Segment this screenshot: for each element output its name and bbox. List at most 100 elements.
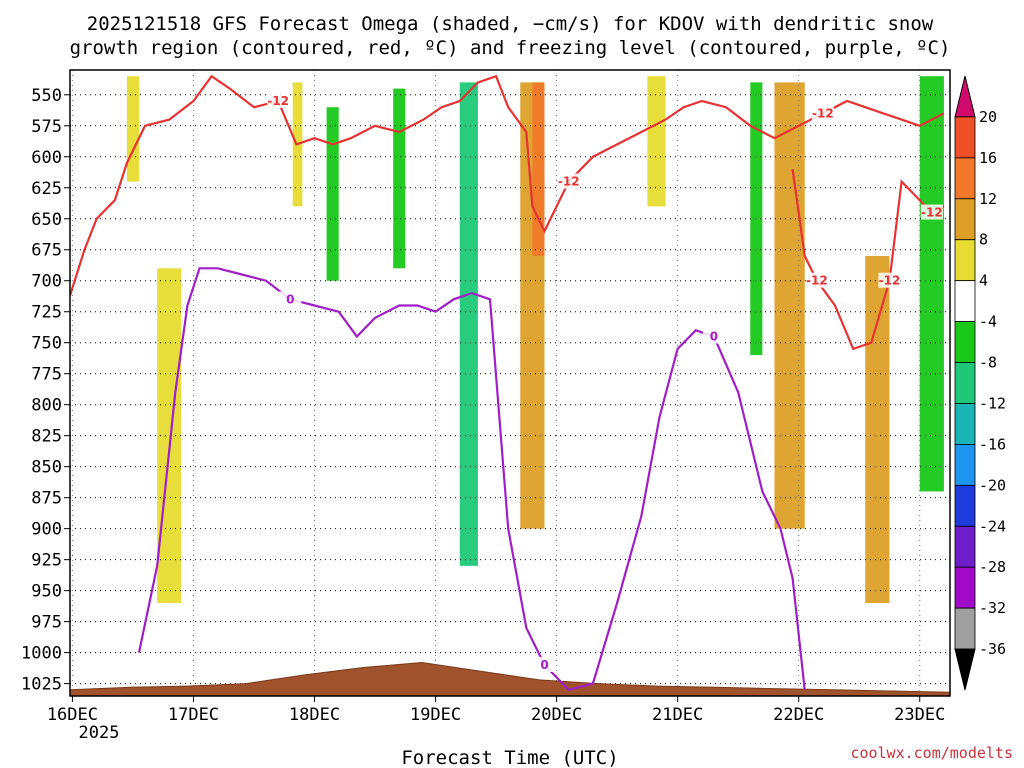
omega-shade-region xyxy=(865,255,890,604)
omega-shade-region xyxy=(532,82,545,256)
colorbar-tick-label: -8 xyxy=(979,354,997,372)
colorbar-segment xyxy=(954,607,976,650)
y-tick-label: 750 xyxy=(31,334,62,354)
colorbar-arrow-bottom xyxy=(954,648,976,691)
contour-label: 0 xyxy=(286,292,294,306)
contour-label-bg xyxy=(811,105,834,121)
contour-label: 0 xyxy=(710,330,718,344)
contour-label-bg xyxy=(805,272,828,288)
contour-label-bg xyxy=(878,272,901,288)
contour-line xyxy=(70,74,945,296)
y-tick-label: 850 xyxy=(31,458,62,478)
colorbar-tick-label: -16 xyxy=(979,435,1006,453)
y-tick-label: 675 xyxy=(31,241,62,261)
y-tick-label: 1025 xyxy=(21,675,62,695)
contour-label: -12 xyxy=(921,206,943,220)
omega-shade-region xyxy=(157,268,182,604)
x-tick-label: 23DEC xyxy=(894,705,945,725)
omega-shade-region xyxy=(774,82,805,529)
colorbar-segment xyxy=(954,116,976,159)
colorbar-segment xyxy=(954,362,976,404)
omega-shade-region xyxy=(459,82,478,566)
colorbar-segment xyxy=(954,239,976,282)
grid-lines xyxy=(70,70,950,696)
y-tick-label: 800 xyxy=(31,396,62,416)
contour-label-bg xyxy=(533,657,556,673)
x-axis-label: Forecast Time (UTC) xyxy=(401,747,618,768)
colorbar-segment xyxy=(954,280,976,322)
y-tick-label: 825 xyxy=(31,427,62,447)
y-tick-label: 950 xyxy=(31,582,62,602)
contour-label-bg xyxy=(702,328,725,344)
x-tick-label: 19DEC xyxy=(410,705,461,725)
colorbar-tick-label: -4 xyxy=(979,313,997,331)
omega-shade-region xyxy=(126,76,139,182)
plot-frame xyxy=(69,69,951,697)
omega-shading xyxy=(126,76,944,604)
x-tick-label: 18DEC xyxy=(289,705,340,725)
omega-shade-region xyxy=(750,82,763,356)
y-tick-label: 725 xyxy=(31,303,62,323)
x-tick-label: 17DEC xyxy=(168,705,219,725)
y-tick-label: 875 xyxy=(31,489,62,509)
omega-shade-region xyxy=(326,107,339,281)
contour-label-bg xyxy=(267,92,290,108)
colorbar-tick-label: -32 xyxy=(979,599,1006,617)
colorbar-arrow-top xyxy=(954,75,976,118)
y-tick-label: 700 xyxy=(31,272,62,292)
y-tick-label: 975 xyxy=(31,613,62,633)
colorbar-segment xyxy=(954,566,976,609)
contour-label: -12 xyxy=(558,175,580,189)
y-tick-label: 550 xyxy=(31,86,62,106)
colorbar-segment xyxy=(954,525,976,568)
contour-label: 0 xyxy=(540,658,548,672)
y-axis-ticks: 550 575 600 625 650 675 700 725 750 775 800 825 850 8… xyxy=(21,86,70,695)
terrain-fill xyxy=(70,661,950,696)
contour-label: -12 xyxy=(267,94,289,108)
x-tick-label: 20DEC xyxy=(531,705,582,725)
colorbar-tick-label: 4 xyxy=(979,272,988,290)
colorbar-tick-label: 8 xyxy=(979,231,988,249)
contour-label: -12 xyxy=(806,274,828,288)
terrain-surface xyxy=(70,661,950,696)
colorbar-segment xyxy=(954,198,976,241)
y-tick-label: 1000 xyxy=(21,644,62,664)
chart-title-line1: 2025121518 GFS Forecast Omega (shaded, −… xyxy=(87,13,934,35)
colorbar-tick-label: -12 xyxy=(979,394,1006,412)
x-tick-label: 16DEC xyxy=(47,705,98,725)
colorbar-segment xyxy=(954,484,976,527)
contour-label: -12 xyxy=(812,106,834,120)
credit-text: coolwx.com/modelts xyxy=(850,744,1013,762)
x-tick-label: 21DEC xyxy=(652,705,703,725)
colorbar-tick-label: 20 xyxy=(979,108,997,126)
colorbar: 20 16 12 8 4 -4 -8 -12 -16 -20 -24 -28 -32 -36 xyxy=(954,75,1006,691)
contour-line xyxy=(137,267,806,692)
contour-label-bg xyxy=(920,204,943,220)
y-tick-label: 775 xyxy=(31,365,62,385)
x-axis-ticks: 16DEC 17DEC 18DEC 19DEC 20DEC 21DEC 22DEC 23DEC xyxy=(47,696,945,725)
colorbar-tick-label: -28 xyxy=(979,558,1006,576)
colorbar-segment xyxy=(954,321,976,363)
y-tick-label: 650 xyxy=(31,210,62,230)
y-tick-label: 575 xyxy=(31,117,62,137)
x-tick-label: 22DEC xyxy=(773,705,824,725)
y-tick-label: 600 xyxy=(31,148,62,168)
y-tick-label: 625 xyxy=(31,179,62,199)
colorbar-segment xyxy=(954,157,976,200)
contour-label-bg xyxy=(557,173,580,189)
contour-label-bg xyxy=(279,291,302,307)
chart-title-line2: growth region (contoured, red, ºC) and f… xyxy=(70,37,951,59)
colorbar-tick-label: -36 xyxy=(979,640,1006,658)
omega-shade-region xyxy=(919,76,944,492)
colorbar-tick-label: 16 xyxy=(979,149,997,167)
contour-label: -12 xyxy=(879,274,901,288)
y-tick-label: 925 xyxy=(31,551,62,571)
x-year-label: 2025 xyxy=(79,723,120,743)
colorbar-segment xyxy=(954,443,976,486)
omega-shade-region xyxy=(393,88,406,269)
colorbar-tick-label: -20 xyxy=(979,476,1006,494)
y-tick-label: 900 xyxy=(31,520,62,540)
colorbar-tick-label: 12 xyxy=(979,190,997,208)
contour-line xyxy=(791,169,945,351)
